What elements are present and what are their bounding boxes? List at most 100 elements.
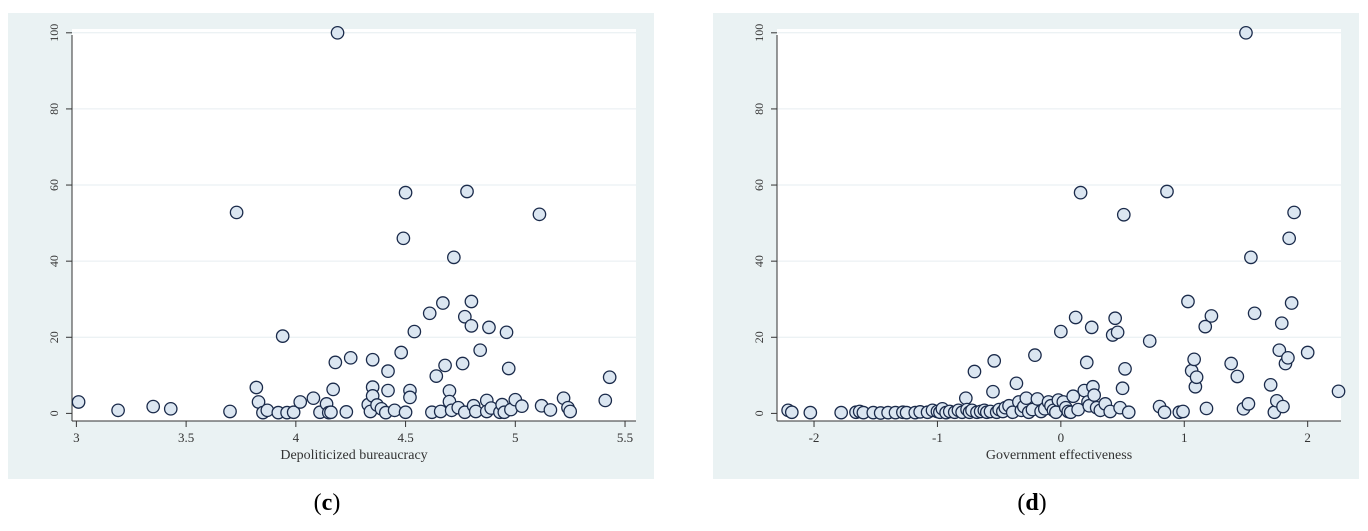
data-point — [784, 405, 799, 420]
data-point — [1066, 389, 1081, 404]
data-point — [1121, 405, 1136, 420]
x-tick-label: 3 — [73, 430, 80, 445]
scatter-plot-d: 0 20 40 60 80 100 -2 -1 0 1 2 Government effectiven… — [752, 24, 1346, 463]
data-point — [967, 364, 982, 379]
data-point — [457, 309, 472, 324]
data-point — [429, 369, 444, 383]
data-point — [986, 384, 1000, 399]
x-tick-label: 5 — [512, 430, 519, 445]
data-point — [422, 306, 437, 321]
data-point — [438, 358, 452, 373]
data-point — [306, 391, 321, 406]
data-point — [381, 383, 395, 398]
data-point — [229, 205, 244, 220]
data-point — [339, 405, 354, 419]
data-point — [1157, 405, 1172, 420]
y-tick-label: 20 — [752, 331, 766, 343]
data-point — [1331, 384, 1346, 399]
data-point — [473, 343, 488, 358]
data-point — [1199, 401, 1214, 416]
data-point — [455, 356, 470, 371]
data-point — [1300, 345, 1315, 360]
data-point — [1181, 294, 1195, 309]
data-point — [1198, 319, 1213, 334]
data-point — [598, 393, 613, 408]
data-point — [501, 361, 516, 376]
data-point — [223, 404, 237, 419]
plot-area — [777, 29, 1341, 421]
x-tick-label: 4 — [293, 430, 300, 445]
caption-d-letter: d — [1025, 490, 1039, 516]
data-point — [532, 207, 547, 222]
data-point — [1116, 207, 1131, 222]
data-point — [1068, 310, 1083, 325]
data-point — [365, 352, 380, 367]
data-point — [447, 250, 461, 265]
y-tick-label: 20 — [47, 331, 61, 343]
data-point — [293, 395, 308, 409]
x-tick-label: -1 — [932, 430, 943, 445]
data-point — [71, 395, 86, 409]
data-point — [1115, 381, 1130, 396]
data-point — [328, 355, 343, 370]
y-tick-label: 40 — [752, 255, 766, 267]
data-point — [111, 403, 125, 418]
data-point — [1272, 343, 1287, 358]
data-point — [1204, 309, 1219, 323]
data-point — [482, 320, 496, 335]
data-point — [1276, 399, 1290, 414]
data-point — [1118, 362, 1132, 376]
data-point — [602, 370, 617, 385]
x-tick-label: 4.5 — [397, 430, 413, 445]
data-point — [1073, 185, 1088, 200]
data-point — [1189, 370, 1204, 385]
data-point — [1087, 388, 1102, 402]
data-point — [163, 401, 178, 416]
data-point — [460, 184, 474, 199]
data-point — [1274, 316, 1289, 331]
data-point — [387, 403, 402, 418]
data-point — [1224, 356, 1239, 371]
caption-c: (c) — [313, 490, 341, 516]
y-tick-label: 40 — [47, 255, 61, 267]
data-point — [834, 405, 849, 420]
data-point — [803, 405, 818, 420]
data-point — [1142, 334, 1157, 348]
x-tick-label: -2 — [809, 430, 820, 445]
x-tick-label: 1 — [1181, 430, 1188, 445]
y-tick-label: 100 — [752, 24, 766, 42]
data-point — [1263, 377, 1278, 392]
y-tick-label: 80 — [752, 103, 766, 115]
x-tick-label: 5.5 — [617, 430, 633, 445]
data-point — [1284, 296, 1299, 310]
data-point — [1281, 350, 1295, 365]
y-tick-label: 0 — [47, 410, 61, 416]
data-point — [1287, 205, 1301, 220]
data-point — [1110, 325, 1125, 340]
data-point — [515, 399, 529, 414]
x-tick-label: 0 — [1058, 430, 1065, 445]
data-point — [1176, 404, 1190, 419]
data-point — [1084, 320, 1099, 335]
data-point — [1241, 397, 1256, 411]
data-point — [324, 405, 338, 420]
data-point — [1230, 369, 1245, 384]
data-point — [260, 403, 275, 418]
data-point — [464, 294, 479, 309]
data-point — [1244, 250, 1258, 265]
data-point — [563, 404, 578, 419]
data-point — [343, 350, 358, 365]
data-point — [1239, 25, 1253, 40]
data-point — [398, 405, 413, 420]
data-point — [1009, 376, 1024, 391]
data-point — [464, 319, 479, 333]
data-point — [958, 391, 973, 406]
y-tick-label: 60 — [47, 179, 61, 191]
data-point — [1079, 355, 1094, 370]
x-tick-label: 2 — [1304, 430, 1311, 445]
data-point — [543, 403, 558, 417]
scatter-plot-c: 0 20 40 60 80 100 3 3.5 4 4.5 5 5.5 Depoliticized bu… — [47, 24, 636, 463]
data-point — [275, 329, 290, 343]
data-point — [326, 382, 341, 397]
data-point — [987, 354, 1002, 368]
